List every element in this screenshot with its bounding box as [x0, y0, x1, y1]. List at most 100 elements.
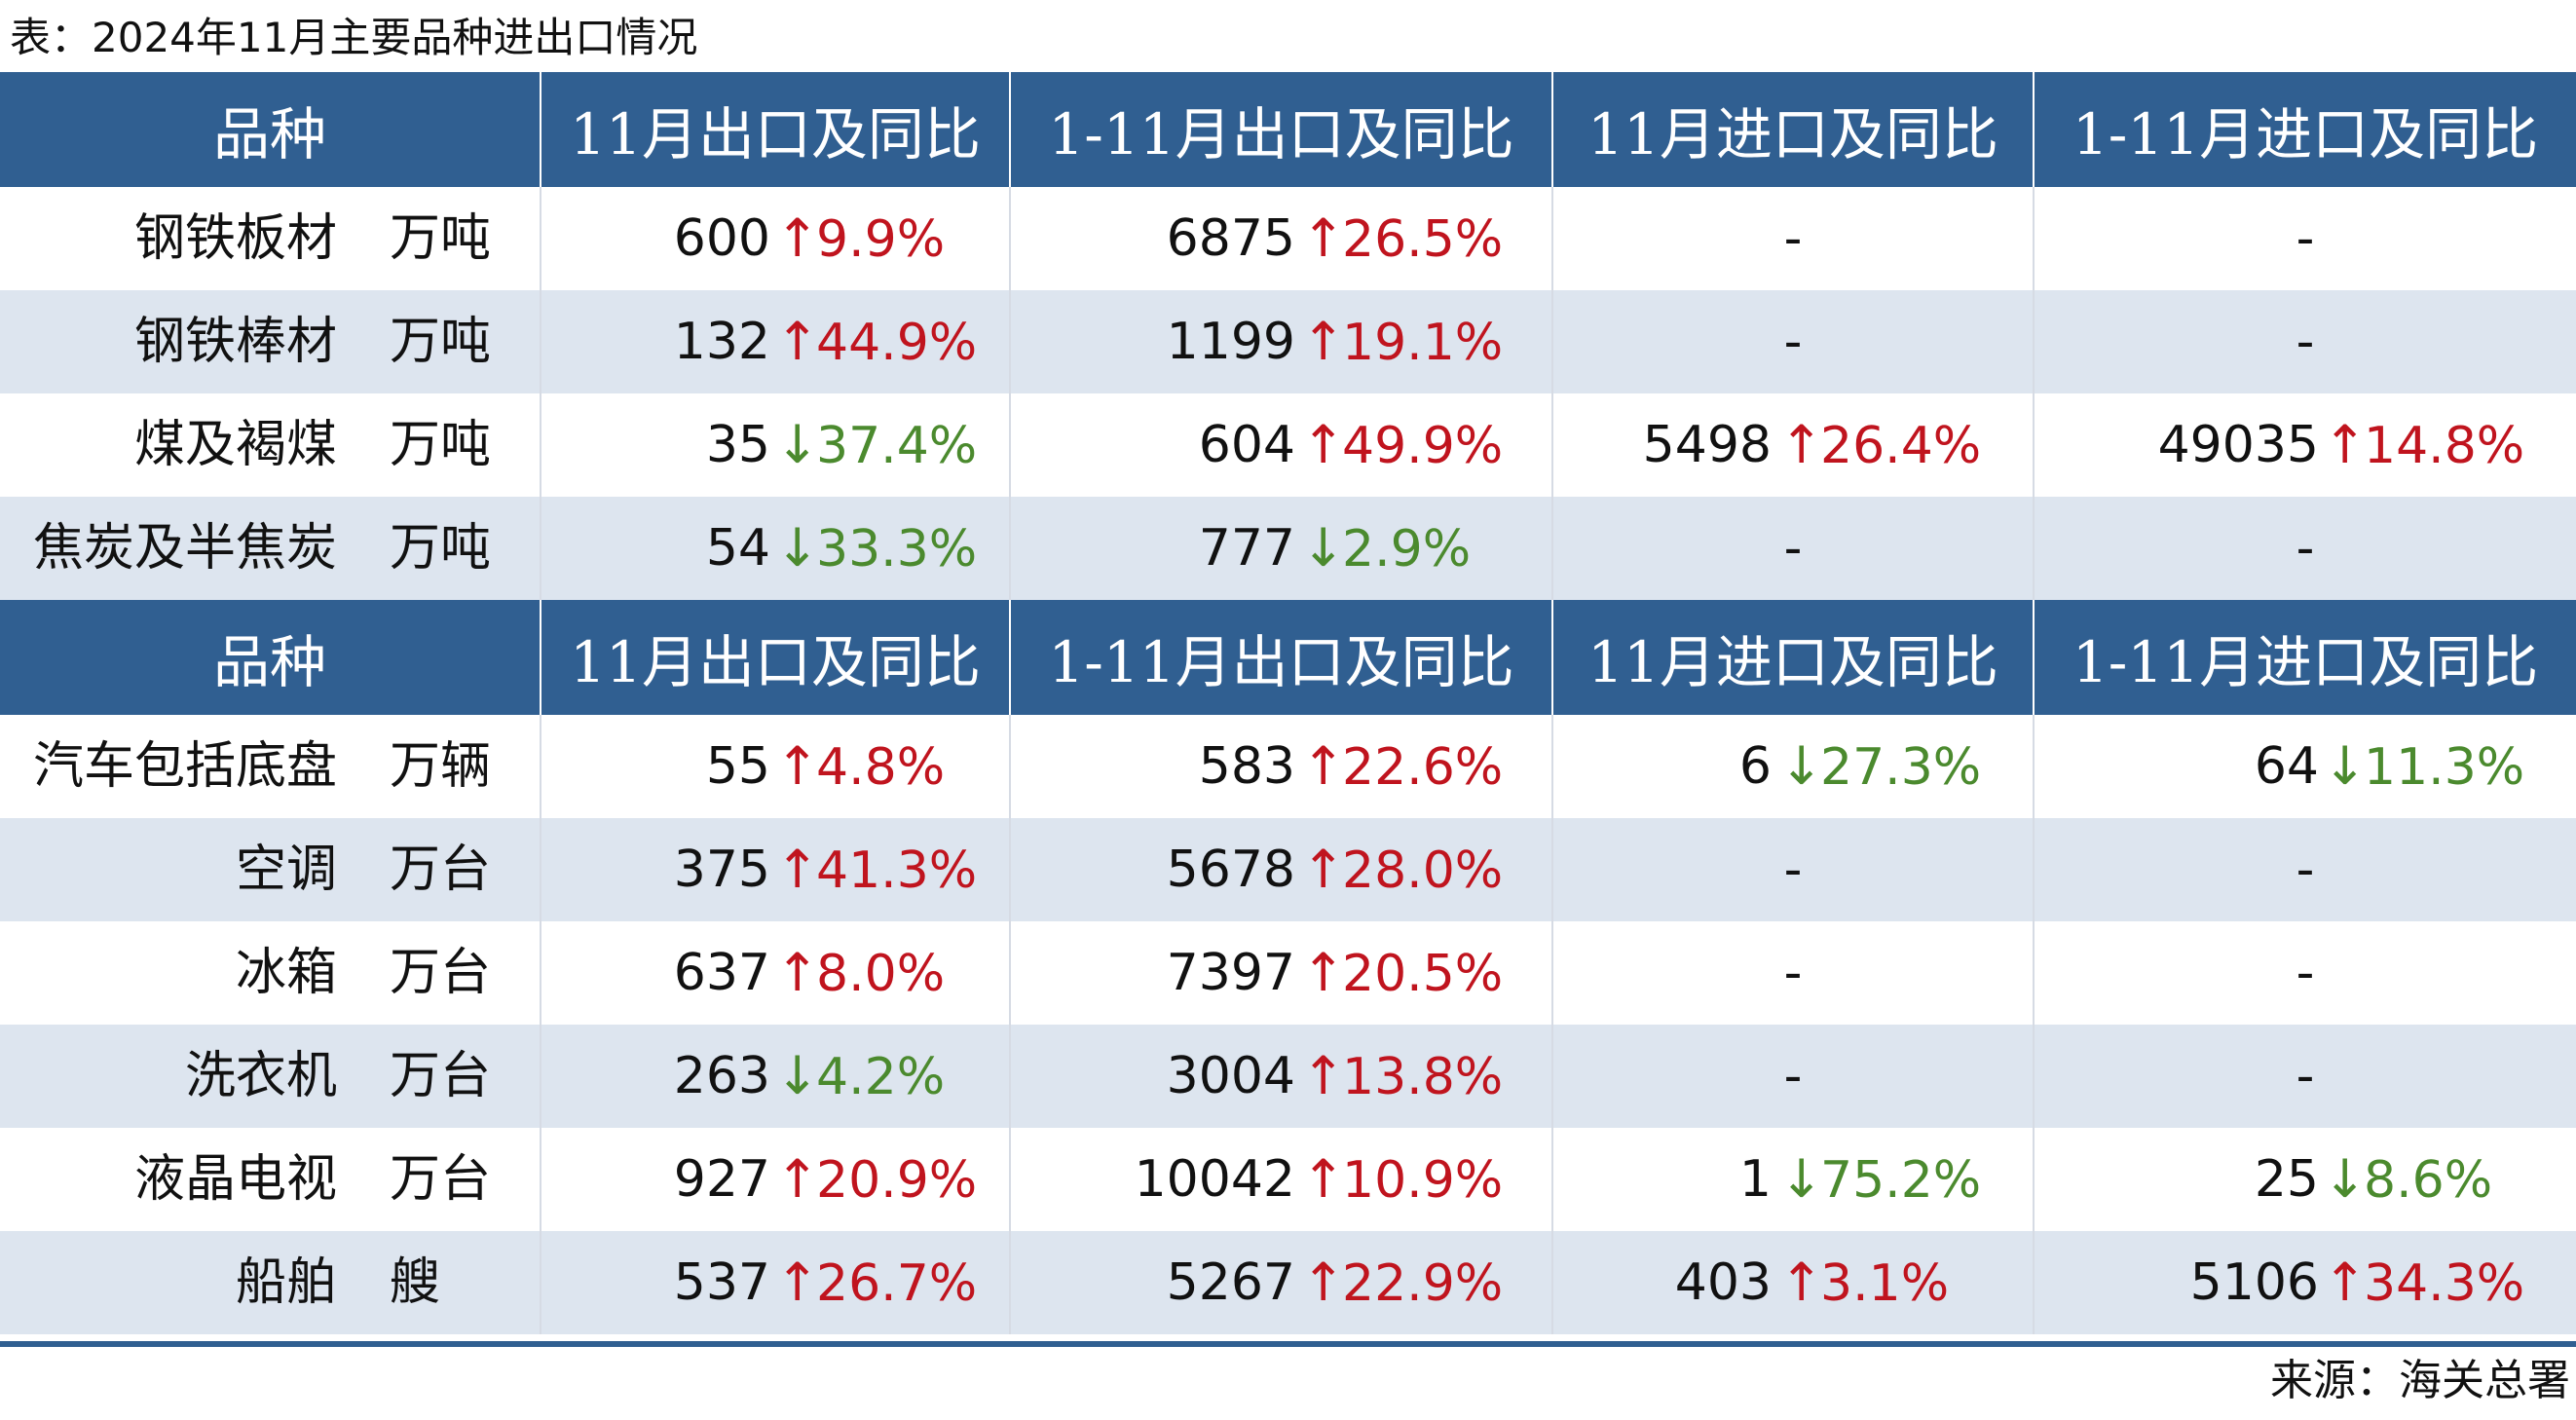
yoy-percent: 26.4%: [1820, 417, 1982, 475]
arrow-up-icon: ↑: [2323, 1252, 2368, 1313]
empty-cell: -: [1552, 921, 2035, 1025]
item-name: 冰箱: [235, 944, 337, 1002]
value-cell: 604 ↑49.9%: [1010, 393, 1553, 497]
item-unit: 万台: [390, 1150, 492, 1209]
item-unit: 万台: [390, 1047, 492, 1105]
arrow-up-icon: ↑: [1301, 1045, 1346, 1106]
value-cell: 537 ↑26.7%: [541, 1231, 1011, 1334]
value-cell: 7397 ↑20.5%: [1010, 921, 1553, 1025]
value-number: 6875: [1166, 209, 1295, 268]
arrow-up-icon: ↑: [1301, 839, 1346, 900]
item-cell: 钢铁板材 万吨: [0, 187, 541, 290]
yoy-percent: 4.2%: [816, 1048, 946, 1106]
yoy-percent: 14.8%: [2364, 417, 2525, 475]
value-cell: 10042 ↑10.9%: [1010, 1128, 1553, 1231]
item-unit: 万台: [390, 944, 492, 1002]
value-number: 5267: [1166, 1253, 1295, 1312]
empty-cell: -: [1552, 818, 2035, 921]
yoy-change: ↓27.3%: [1779, 715, 1981, 818]
arrow-down-icon: ↓: [1779, 1148, 1824, 1210]
yoy-change: ↑26.5%: [1301, 187, 1503, 290]
yoy-change: ↑44.9%: [775, 290, 977, 393]
yoy-change: ↓8.6%: [2323, 1128, 2492, 1231]
yoy-percent: 4.8%: [816, 738, 946, 797]
arrow-up-icon: ↑: [775, 735, 820, 797]
empty-cell: -: [2034, 921, 2576, 1025]
value-number: 6: [1738, 737, 1772, 796]
value-cell: 600 ↑9.9%: [541, 187, 1011, 290]
yoy-percent: 13.8%: [1342, 1048, 1504, 1106]
item-unit: 万吨: [390, 313, 492, 371]
value-number: 537: [673, 1253, 770, 1312]
yoy-change: ↑3.1%: [1779, 1231, 1949, 1334]
value-number: 10042: [1134, 1150, 1295, 1209]
arrow-up-icon: ↑: [1301, 1148, 1346, 1210]
arrow-up-icon: ↑: [1301, 942, 1346, 1003]
value-number: 3004: [1166, 1047, 1295, 1105]
yoy-change: ↑49.9%: [1301, 393, 1503, 497]
yoy-change: ↓75.2%: [1779, 1128, 1981, 1231]
header-cell-item: 品种: [0, 600, 541, 715]
yoy-percent: 75.2%: [1820, 1151, 1982, 1210]
table-row: 汽车包括底盘 万辆 55 ↑4.8% 583 ↑22.6% 6 ↓27.3% 64 ↓11.3%: [0, 715, 2576, 818]
empty-cell: -: [1552, 187, 2035, 290]
header-cell-4: 1-11月进口及同比: [2034, 72, 2576, 187]
item-cell: 空调 万台: [0, 818, 541, 921]
table-row: 空调 万台 375 ↑41.3% 5678 ↑28.0% - -: [0, 818, 2576, 921]
item-cell: 船舶艘: [0, 1231, 541, 1334]
value-cell: 1199 ↑19.1%: [1010, 290, 1553, 393]
header-cell-2: 1-11月出口及同比: [1010, 72, 1553, 187]
arrow-down-icon: ↓: [1301, 517, 1346, 579]
item-unit: 万台: [390, 841, 492, 899]
empty-cell: -: [2034, 497, 2576, 600]
yoy-percent: 28.0%: [1342, 841, 1504, 900]
item-cell: 焦炭及半焦炭 万吨: [0, 497, 541, 600]
yoy-percent: 22.6%: [1342, 738, 1504, 797]
item-name: 钢铁棒材: [133, 313, 337, 371]
value-cell: 263 ↓4.2%: [541, 1025, 1011, 1128]
value-cell: 1 ↓75.2%: [1552, 1128, 2035, 1231]
yoy-change: ↑10.9%: [1301, 1128, 1503, 1231]
value-number: 64: [2254, 737, 2319, 796]
yoy-percent: 11.3%: [2364, 738, 2525, 797]
value-number: 375: [673, 841, 770, 899]
yoy-percent: 22.9%: [1342, 1254, 1504, 1313]
yoy-percent: 26.5%: [1342, 210, 1504, 269]
header-cell-4: 1-11月进口及同比: [2034, 600, 2576, 715]
item-name: 煤及褐煤: [133, 416, 337, 474]
value-number: 25: [2254, 1150, 2319, 1209]
value-number: 583: [1198, 737, 1295, 796]
yoy-percent: 27.3%: [1820, 738, 1982, 797]
arrow-up-icon: ↑: [1301, 414, 1346, 475]
yoy-change: ↑28.0%: [1301, 818, 1503, 921]
arrow-up-icon: ↑: [1301, 1252, 1346, 1313]
value-cell: 64 ↓11.3%: [2034, 715, 2576, 818]
value-number: 132: [673, 313, 770, 371]
value-number: 49035: [2157, 416, 2319, 474]
header-cell-item: 品种: [0, 72, 541, 187]
yoy-percent: 3.1%: [1820, 1254, 1950, 1313]
yoy-change: ↑26.7%: [775, 1231, 977, 1334]
yoy-change: ↓11.3%: [2323, 715, 2524, 818]
table-row: 洗衣机 万台 263 ↓4.2% 3004 ↑13.8% - -: [0, 1025, 2576, 1128]
table-row: 冰箱 万台 637 ↑8.0% 7397 ↑20.5% - -: [0, 921, 2576, 1025]
yoy-change: ↑26.4%: [1779, 393, 1981, 497]
table-row: 钢铁棒材 万吨 132 ↑44.9% 1199 ↑19.1% - -: [0, 290, 2576, 393]
item-name: 洗衣机: [184, 1047, 337, 1105]
header-cell-1: 11月出口及同比: [541, 72, 1011, 187]
empty-cell: -: [1552, 1025, 2035, 1128]
value-cell: 3004 ↑13.8%: [1010, 1025, 1553, 1128]
yoy-percent: 41.3%: [816, 841, 978, 900]
yoy-percent: 9.9%: [816, 210, 946, 269]
yoy-percent: 19.1%: [1342, 314, 1504, 372]
value-cell: 375 ↑41.3%: [541, 818, 1011, 921]
header-cell-3: 11月进口及同比: [1552, 72, 2035, 187]
yoy-change: ↑41.3%: [775, 818, 977, 921]
yoy-percent: 2.9%: [1342, 520, 1472, 579]
value-number: 5678: [1166, 841, 1295, 899]
empty-cell: -: [1552, 497, 2035, 600]
item-cell: 煤及褐煤 万吨: [0, 393, 541, 497]
value-cell: 6 ↓27.3%: [1552, 715, 2035, 818]
item-name: 焦炭及半焦炭: [32, 519, 337, 578]
item-name: 船舶: [235, 1253, 337, 1312]
